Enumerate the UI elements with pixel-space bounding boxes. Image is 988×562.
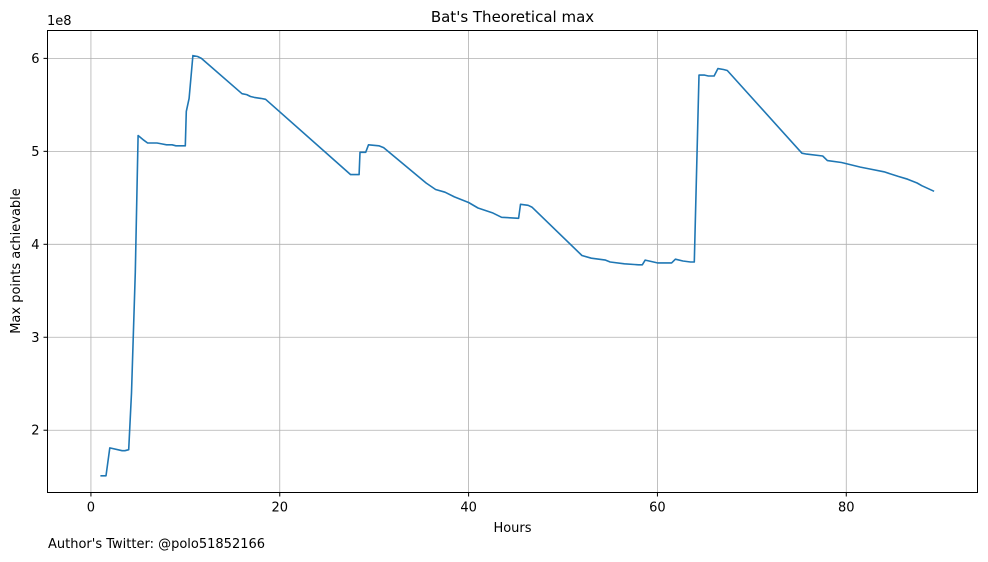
author-footnote: Author's Twitter: @polo51852166 xyxy=(48,537,266,552)
x-axis-ticks: 0 20 40 60 80 xyxy=(87,492,855,516)
y-offset-label: 1e8 xyxy=(47,14,72,29)
series-group xyxy=(100,54,935,477)
y-axis-label: Max points achievable xyxy=(9,188,24,334)
y-axis-ticks: 2 3 4 5 6 xyxy=(31,52,48,439)
x-tick-label: 60 xyxy=(649,501,666,516)
y-tick-label: 3 xyxy=(31,331,39,346)
gridlines xyxy=(47,30,978,493)
x-tick-label: 0 xyxy=(87,501,95,516)
x-tick-label: 20 xyxy=(271,501,288,516)
x-tick-label: 80 xyxy=(838,501,855,516)
x-tick-label: 40 xyxy=(460,501,477,516)
series-line xyxy=(100,54,935,477)
chart-title: Bat's Theoretical max xyxy=(431,8,594,26)
plot-frame xyxy=(47,30,978,493)
y-tick-label: 4 xyxy=(31,238,39,253)
y-tick-label: 2 xyxy=(31,424,39,439)
y-tick-label: 6 xyxy=(31,52,39,67)
y-tick-label: 5 xyxy=(31,145,39,160)
x-axis-label: Hours xyxy=(493,521,531,536)
